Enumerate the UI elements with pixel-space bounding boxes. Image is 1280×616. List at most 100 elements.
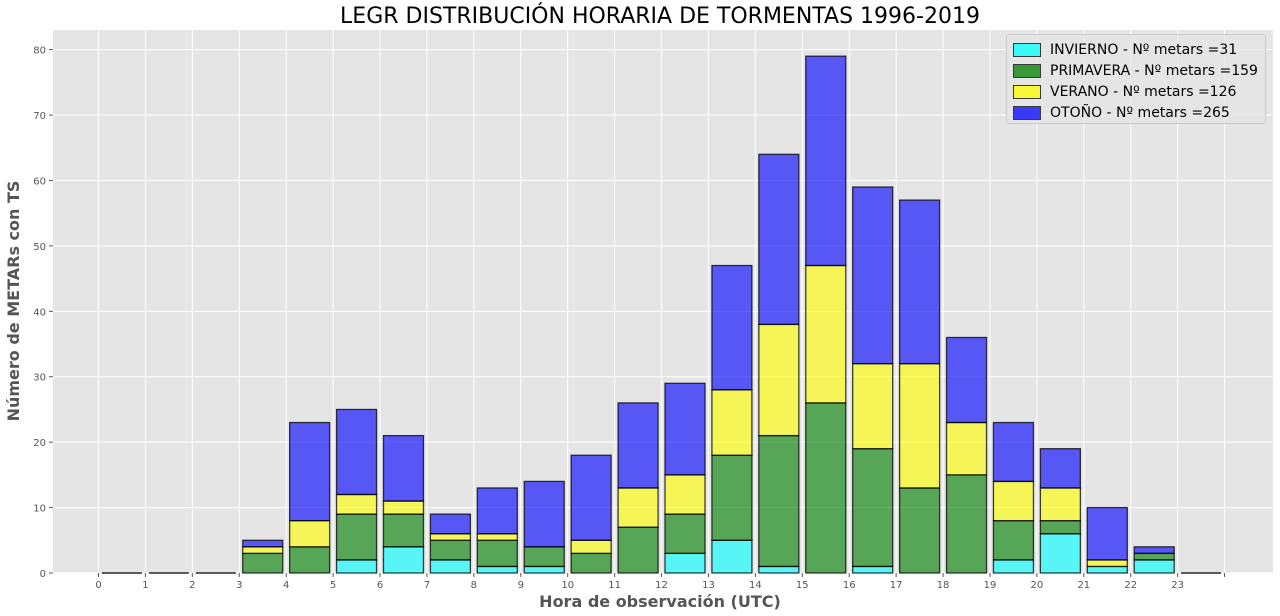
bar-segment [429,539,472,561]
bar-segment [617,487,659,528]
y-tick-label: 10 [33,504,46,515]
bar-segment [242,552,284,574]
bar-segment [617,402,659,489]
x-tick-label: 10 [561,580,574,591]
x-tick-label: 4 [283,580,289,591]
bar-segment [335,559,378,574]
x-tick-label: 9 [518,580,524,591]
bar-segment [664,552,706,574]
bar-segment [898,487,941,574]
legend-item-otono: OTOÑO - Nº metars =265 [1013,102,1265,123]
bar-segment [242,539,284,548]
bar-segment [1086,565,1128,574]
legend-swatch-invierno [1013,42,1041,57]
bar-segment [852,448,894,568]
bar-segment [805,264,847,404]
bar-segment [476,539,518,568]
x-tick-label: 17 [890,580,903,591]
bar-segment [476,565,518,574]
bar-segment [805,402,847,574]
y-tick-label: 40 [33,307,46,318]
x-tick-label: 2 [189,580,195,591]
bar-segment [805,55,847,267]
bar-segment [758,323,800,437]
x-tick-label: 16 [843,580,856,591]
bar-segment [523,480,565,548]
legend-item-verano: VERANO - Nº metars =126 [1013,81,1265,102]
bars [101,55,1222,574]
chart-title: LEGR DISTRIBUCIÓN HORARIA DE TORMENTAS 1… [340,3,980,29]
bar-segment [852,186,894,365]
bar-segment [1039,520,1082,535]
legend-swatch-otono [1013,105,1041,120]
x-tick-label: 1 [142,580,148,591]
bar-segment [758,153,800,326]
bar-segment [382,500,425,515]
bar-segment [898,363,941,489]
bar-segment [852,363,894,450]
bar-segment [1039,448,1082,489]
bar-segment [335,408,378,496]
legend-item-invierno: INVIERNO - Nº metars =31 [1013,39,1265,60]
bar-segment [1133,552,1175,561]
bar-segment [382,434,425,502]
bar-segment [758,434,800,568]
y-tick-label: 60 [33,176,46,187]
legend-label-verano: VERANO - Nº metars =126 [1050,83,1237,100]
legend-label-invierno: INVIERNO - Nº metars =31 [1050,41,1238,58]
bar-segment [664,513,706,555]
bar-segment [476,533,518,541]
x-tick-label: 3 [236,580,242,591]
legend-item-primavera: PRIMAVERA - Nº metars =159 [1013,60,1265,81]
bar-segment [382,546,425,574]
bar-segment [476,487,518,535]
bar-segment [992,480,1035,522]
x-tick-label: 21 [1077,580,1090,591]
x-tick-label: 8 [471,580,477,591]
bar-segment [664,474,706,515]
y-tick-label: 80 [33,46,46,57]
bar-segment [664,382,706,476]
bar-segment [898,199,941,365]
bar-segment [429,533,472,541]
x-tick-label: 22 [1124,580,1137,591]
legend-swatch-verano [1013,84,1041,99]
x-tick-label: 13 [702,580,715,591]
grid [53,30,1273,574]
x-tick-label: 23 [1171,580,1184,591]
x-tick-label: 14 [749,580,762,591]
bar-segment [570,454,612,541]
y-tick-label: 50 [33,242,46,253]
bar-segment [711,264,753,391]
bar-segment [992,421,1035,483]
bar-segment [1039,533,1082,574]
bar-segment [429,513,472,535]
x-tick-label: 15 [796,580,809,591]
bar-segment [523,565,565,574]
y-tick-label: 0 [40,569,46,580]
bar-segment [945,474,988,574]
bar-segment [382,513,425,548]
y-axis-label: Número de METARs con TS [4,181,23,422]
bar-segment [852,565,894,574]
bar-segment [570,552,612,574]
bar-segment [523,546,565,568]
x-tick-label: 5 [330,580,336,591]
bar-segment [1086,559,1128,568]
y-tick-label: 30 [33,373,46,384]
legend-label-otono: OTOÑO - Nº metars =265 [1050,104,1230,121]
bar-segment [711,389,753,456]
bar-segment [992,520,1035,561]
y-tick-label: 70 [33,111,46,122]
bar-segment [711,539,753,574]
bar-segment [335,493,378,515]
bar-segment [429,559,472,574]
y-tick-label: 20 [33,438,46,449]
x-tick-label: 7 [424,580,430,591]
bar-segment [945,336,988,424]
x-tick-label: 20 [1031,580,1044,591]
x-tick-label: 18 [937,580,950,591]
legend-label-primavera: PRIMAVERA - Nº metars =159 [1050,62,1258,79]
legend-swatch-primavera [1013,63,1041,78]
